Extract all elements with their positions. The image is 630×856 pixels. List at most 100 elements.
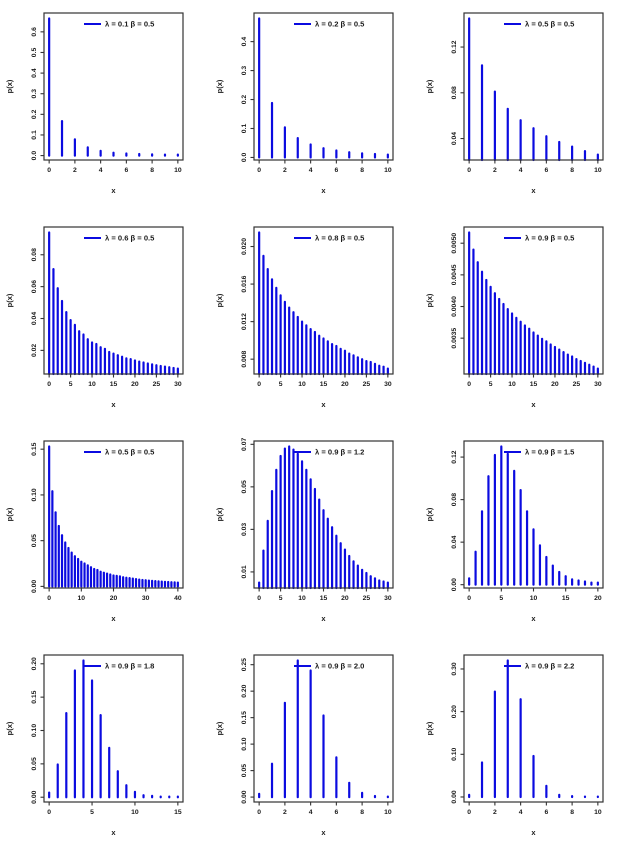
y-tick-label: 0.00 bbox=[31, 580, 38, 593]
x-axis-label: x bbox=[321, 614, 326, 623]
x-tick-label: 8 bbox=[360, 809, 364, 816]
y-tick-label: 0.06 bbox=[31, 280, 38, 293]
x-axis: 0 5 10 15 20 25 30 bbox=[257, 588, 392, 602]
chart-svg: 0 5 10 15 20 25 30 0.01 0.03 0.05 0.07 x p(x) λ = 0.9… bbox=[215, 437, 394, 623]
subplot-r1c3: 0 2 4 6 8 10 0.04 0.08 0.12 x p(x) λ = 0.5 β = 0.5 bbox=[420, 0, 630, 214]
y-tick-label: 0.08 bbox=[451, 86, 458, 99]
x-tick-label: 6 bbox=[544, 167, 548, 174]
y-tick-label: 0.0035 bbox=[451, 328, 458, 349]
x-axis-label: x bbox=[531, 828, 536, 837]
x-tick-label: 8 bbox=[570, 167, 574, 174]
x-axis: 0 5 10 15 20 25 30 bbox=[47, 374, 182, 388]
y-tick-label: 0.10 bbox=[451, 747, 458, 760]
y-tick-label: 0.25 bbox=[241, 658, 248, 671]
bars bbox=[258, 659, 389, 799]
legend: λ = 0.1 β = 0.5 bbox=[84, 20, 155, 29]
y-tick-label: 0.0045 bbox=[451, 264, 458, 285]
y-axis: 0.04 0.08 0.12 bbox=[451, 40, 464, 145]
legend-label: λ = 0.6 β = 0.5 bbox=[105, 234, 155, 243]
subplot-r2c3: 0 5 10 15 20 25 30 0.0035 0.0040 0.0045 0.0050 x p(x… bbox=[420, 214, 630, 428]
y-tick-label: 0.03 bbox=[241, 523, 248, 536]
y-tick-label: 0.2 bbox=[241, 95, 248, 105]
y-tick-label: 0.0 bbox=[241, 153, 248, 163]
legend: λ = 0.5 β = 0.5 bbox=[504, 20, 575, 29]
subplot-r1c2: 0 2 4 6 8 10 0.0 0.1 0.2 0.3 0.4 x p(x) λ = 0.2 β = 0… bbox=[210, 0, 420, 214]
y-tick-label: 0.05 bbox=[241, 480, 248, 493]
legend: λ = 0.8 β = 0.5 bbox=[294, 234, 365, 243]
chart-svg: 0 5 10 15 20 25 30 0.02 0.04 0.06 0.08 x p(x) λ = 0.6… bbox=[5, 226, 184, 409]
x-axis-label: x bbox=[531, 614, 536, 623]
x-tick-label: 20 bbox=[131, 381, 139, 388]
chart-svg: 0 2 4 6 8 10 0.0 0.1 0.2 0.3 0.4 x p(x) λ = 0.2 β = 0… bbox=[215, 12, 394, 195]
chart-svg: 0 2 4 6 8 10 0.04 0.08 0.12 x p(x) λ = 0.5 β = 0.5 bbox=[425, 12, 604, 195]
y-axis-label: p(x) bbox=[215, 507, 224, 521]
y-tick-label: 0.10 bbox=[31, 488, 38, 501]
plot-box bbox=[43, 654, 184, 803]
x-tick-label: 25 bbox=[363, 381, 371, 388]
x-tick-label: 10 bbox=[88, 381, 96, 388]
y-axis: 0.0 0.1 0.2 0.3 0.4 0.5 0.6 bbox=[31, 27, 44, 160]
legend: λ = 0.6 β = 0.5 bbox=[84, 234, 155, 243]
y-tick-label: 0.04 bbox=[31, 312, 38, 325]
x-tick-label: 20 bbox=[341, 595, 349, 602]
chart-svg: 0 5 10 15 20 25 30 0.0035 0.0040 0.0045 0.0050 x p(x… bbox=[425, 226, 604, 409]
x-tick-label: 10 bbox=[174, 167, 182, 174]
x-tick-label: 10 bbox=[298, 381, 306, 388]
y-tick-label: 0.1 bbox=[241, 124, 248, 134]
subplot-r3c2: 0 5 10 15 20 25 30 0.01 0.03 0.05 0.07 x p(x) λ = 0.9… bbox=[210, 428, 420, 642]
y-axis-label: p(x) bbox=[215, 293, 224, 307]
y-tick-label: 0.02 bbox=[31, 344, 38, 357]
subplot-r1c1: 0 2 4 6 8 10 0.0 0.1 0.2 0.3 0.4 0.5 0.6 x p(x) λ = 0.1… bbox=[0, 0, 210, 214]
x-tick-label: 10 bbox=[594, 167, 602, 174]
legend-label: λ = 0.9 β = 1.8 bbox=[105, 662, 154, 671]
legend-label: λ = 0.9 β = 0.5 bbox=[525, 234, 575, 243]
x-tick-label: 25 bbox=[573, 381, 581, 388]
subplot-r4c3: 0 2 4 6 8 10 0.00 0.10 0.20 0.30 x p(x) λ = 0.9 β = … bbox=[420, 642, 630, 856]
chart-svg: 0 2 4 6 8 10 0.0 0.1 0.2 0.3 0.4 0.5 0.6 x p(x) λ = 0.1… bbox=[5, 12, 184, 195]
x-tick-label: 0 bbox=[47, 381, 51, 388]
x-tick-label: 20 bbox=[341, 381, 349, 388]
y-tick-label: 0.00 bbox=[451, 790, 458, 803]
x-tick-label: 4 bbox=[309, 167, 313, 174]
y-tick-label: 0.01 bbox=[241, 565, 248, 578]
x-tick-label: 5 bbox=[489, 381, 493, 388]
y-tick-label: 0.15 bbox=[241, 711, 248, 724]
y-tick-label: 0.5 bbox=[31, 48, 38, 58]
legend: λ = 0.5 β = 0.5 bbox=[84, 448, 155, 457]
bars bbox=[468, 17, 599, 162]
x-tick-label: 20 bbox=[110, 595, 118, 602]
bars bbox=[468, 659, 599, 799]
y-axis: 0.02 0.04 0.06 0.08 bbox=[31, 248, 44, 357]
x-tick-label: 5 bbox=[499, 595, 503, 602]
y-tick-label: 0.4 bbox=[241, 37, 248, 47]
y-tick-label: 0.012 bbox=[241, 313, 248, 330]
bars bbox=[468, 445, 599, 586]
plot-box bbox=[463, 12, 604, 161]
y-tick-label: 0.0040 bbox=[451, 296, 458, 317]
x-tick-label: 0 bbox=[467, 595, 471, 602]
x-axis: 0 2 4 6 8 10 bbox=[47, 160, 182, 174]
y-axis-label: p(x) bbox=[5, 507, 14, 521]
y-tick-label: 0.15 bbox=[31, 690, 38, 703]
y-tick-label: 0.016 bbox=[241, 275, 248, 292]
y-tick-label: 0.008 bbox=[241, 350, 248, 367]
x-tick-label: 10 bbox=[384, 167, 392, 174]
y-axis-label: p(x) bbox=[5, 721, 14, 735]
y-tick-label: 0.10 bbox=[31, 724, 38, 737]
x-tick-label: 10 bbox=[594, 809, 602, 816]
x-tick-label: 0 bbox=[257, 595, 261, 602]
x-tick-label: 4 bbox=[309, 809, 313, 816]
x-axis: 0 5 10 15 20 bbox=[467, 588, 602, 602]
x-tick-label: 8 bbox=[150, 167, 154, 174]
x-axis-label: x bbox=[531, 186, 536, 195]
y-tick-label: 0.6 bbox=[31, 27, 38, 37]
plot-box bbox=[253, 12, 394, 161]
y-tick-label: 0.05 bbox=[31, 757, 38, 770]
y-tick-label: 0.20 bbox=[31, 657, 38, 670]
legend: λ = 0.9 β = 1.8 bbox=[84, 662, 154, 671]
x-tick-label: 6 bbox=[544, 809, 548, 816]
x-tick-label: 4 bbox=[99, 167, 103, 174]
x-tick-label: 10 bbox=[298, 595, 306, 602]
x-tick-label: 30 bbox=[384, 595, 392, 602]
y-tick-label: 0.3 bbox=[241, 66, 248, 76]
